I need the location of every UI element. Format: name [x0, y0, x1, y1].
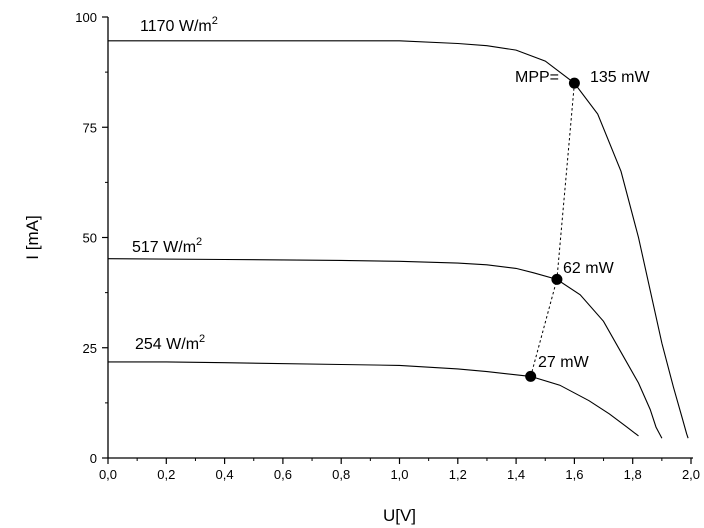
x-tick-label: 0,8 — [332, 467, 350, 482]
x-tick-label: 1,0 — [390, 467, 408, 482]
mpp-value-27: 27 mW — [538, 354, 590, 371]
mpp-point — [568, 77, 580, 89]
series-label-254: 254 W/m2 — [135, 333, 205, 353]
x-tick-label: 1,6 — [565, 467, 583, 482]
curves — [107, 40, 689, 439]
x-tick-label: 0,4 — [216, 467, 234, 482]
x-tick-label: 0,0 — [99, 467, 117, 482]
y-tick-label: 75 — [83, 120, 97, 135]
x-tick-label: 0,2 — [157, 467, 175, 482]
x-tick-label: 1,2 — [449, 467, 467, 482]
mpp-group — [525, 77, 580, 382]
mpp-point — [525, 370, 537, 382]
y-ticks: 0 25 50 75 100 — [75, 10, 108, 466]
curve-254 — [108, 361, 639, 437]
mpp-value-135: 135 mW — [590, 69, 650, 86]
x-tick-label: 2,0 — [682, 467, 700, 482]
series-label-1170: 1170 W/m2 — [140, 15, 218, 35]
mpp-point — [551, 273, 563, 285]
x-tick-label: 1,8 — [624, 467, 642, 482]
y-tick-label: 0 — [90, 451, 97, 466]
x-tick-label: 0,6 — [274, 467, 292, 482]
mpp-dashed-line — [530, 83, 575, 377]
x-ticks: 0,0 0,2 0,4 0,6 0,8 1,0 1,2 1,4 1,6 1,8 2,0 — [99, 458, 700, 482]
y-axis-label: I [mA] — [23, 215, 42, 259]
x-tick-label: 1,4 — [507, 467, 525, 482]
series-label-517: 517 W/m2 — [132, 236, 202, 256]
mpp-value-62: 62 mW — [563, 260, 615, 277]
y-tick-label: 100 — [75, 10, 97, 25]
y-tick-label: 50 — [83, 231, 97, 246]
curve-517 — [107, 258, 663, 439]
curve-1170 — [108, 40, 689, 439]
y-tick-label: 25 — [83, 341, 97, 356]
x-axis-label: U[V] — [383, 506, 416, 525]
mpp-prefix-label: MPP= — [515, 69, 559, 86]
